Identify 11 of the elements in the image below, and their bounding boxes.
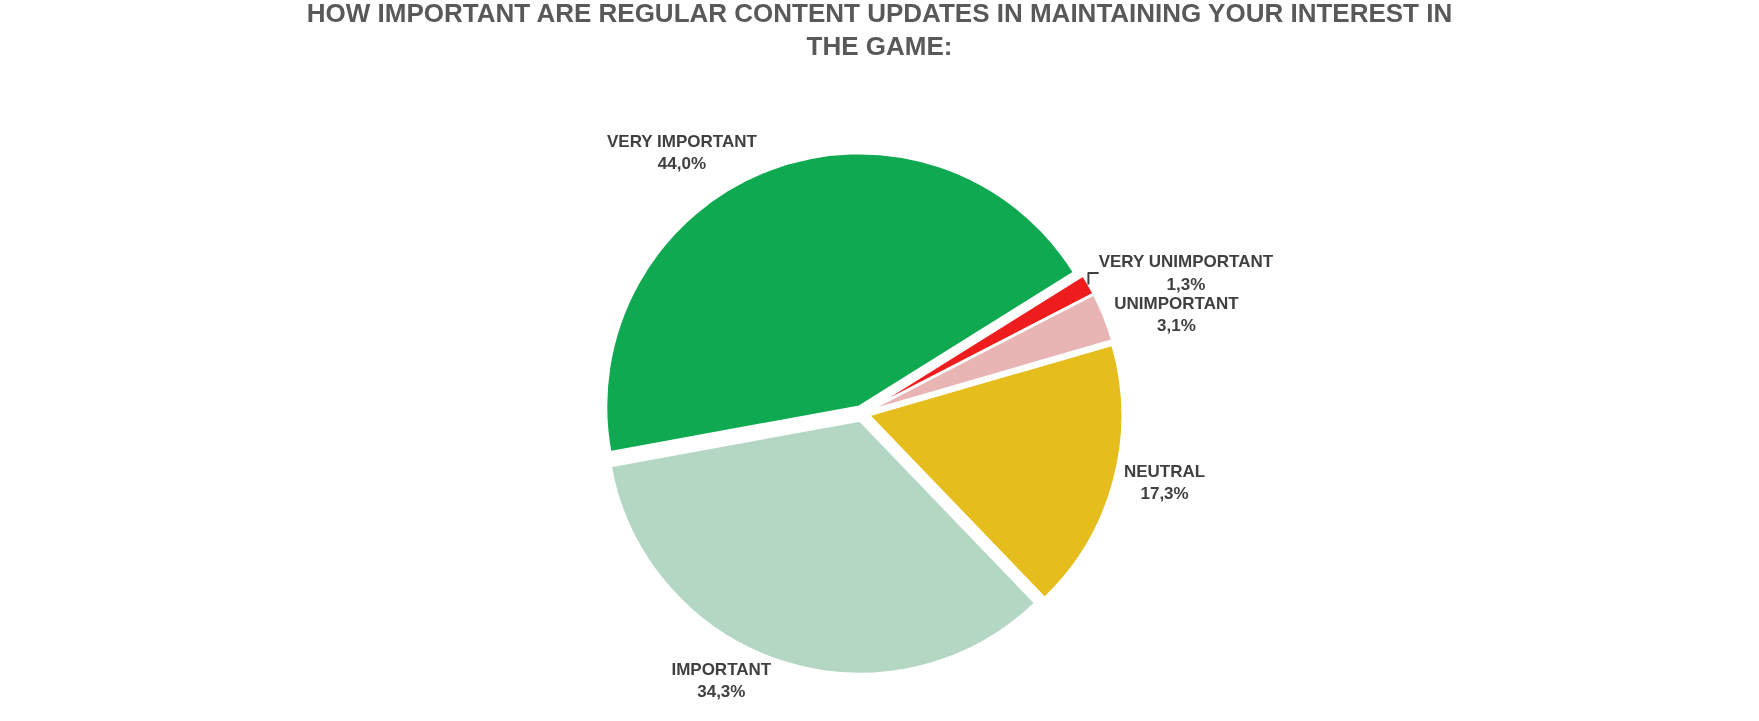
data-label: 1,3% bbox=[1166, 274, 1206, 294]
data-label: 44,0% bbox=[657, 154, 707, 174]
data-label: 17,3% bbox=[1140, 483, 1189, 503]
chart-title: HOW IMPORTANT ARE REGULAR CONTENT UPDATES IN MAINTAINING YOUR INTEREST IN THE GAME: bbox=[306, 0, 1453, 62]
data-label: 34,3% bbox=[697, 681, 746, 701]
slice-label: NEUTRAL bbox=[1123, 461, 1206, 481]
slice-label: IMPORTANT bbox=[671, 659, 772, 679]
slice-label: UNIMPORTANT bbox=[1114, 293, 1240, 313]
slice-label: VERY IMPORTANT bbox=[607, 132, 758, 152]
slice-label: VERY UNIMPORTANT bbox=[1098, 252, 1274, 272]
data-label: 3,1% bbox=[1157, 315, 1196, 335]
